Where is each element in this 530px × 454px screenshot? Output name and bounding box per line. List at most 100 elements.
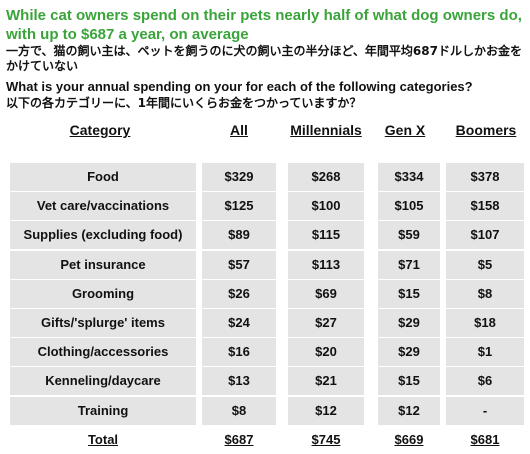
spending-value: $27 (315, 315, 337, 330)
spending-value: $13 (228, 373, 250, 389)
spending-value: $26 (228, 285, 250, 301)
column-header: Gen X (384, 122, 426, 138)
row-background (202, 279, 276, 308)
column-header: Category (69, 122, 131, 138)
category-label: Grooming (71, 285, 135, 301)
row-background (446, 221, 524, 250)
spending-value: $268 (311, 169, 341, 184)
survey-question-japanese: 以下の各カテゴリーに、1年間にいくらお金をつかっていますか？ (6, 96, 362, 110)
row-background (446, 250, 524, 279)
row-background (446, 163, 524, 191)
spending-value: $69 (315, 285, 337, 301)
category-label: Pet insurance (60, 256, 146, 272)
spending-value: $8 (231, 402, 247, 418)
row-background (10, 309, 196, 337)
category-label: Gifts/'splurge' items (41, 315, 165, 330)
category-label: Vet care/vaccinations (36, 198, 170, 214)
row-background (288, 163, 364, 191)
spending-value: $105 (394, 198, 424, 214)
row-background (378, 309, 440, 337)
spending-value: $378 (470, 169, 500, 184)
category-label: Food (87, 169, 119, 184)
row-background (202, 192, 276, 221)
spending-value: - (482, 402, 488, 418)
spending-value: $334 (394, 169, 424, 184)
total-label: Total (87, 431, 119, 447)
spending-value: $115 (311, 227, 341, 243)
row-background (10, 163, 196, 191)
row-background (446, 367, 524, 396)
row-background (202, 221, 276, 250)
column-header: All (230, 122, 248, 138)
row-background (446, 192, 524, 221)
row-background (288, 309, 364, 337)
row-background (378, 279, 440, 308)
spending-value: $329 (224, 169, 254, 184)
spending-value: $57 (228, 256, 250, 272)
row-background (378, 250, 440, 279)
row-background (288, 250, 364, 279)
row-background (202, 163, 276, 191)
row-background (288, 221, 364, 250)
spending-value: $113 (311, 256, 341, 272)
row-background (378, 338, 440, 367)
spending-value: $100 (311, 198, 341, 214)
row-background (378, 367, 440, 396)
row-background (288, 192, 364, 221)
category-label: Kenneling/daycare (45, 373, 161, 389)
row-background (10, 221, 196, 250)
spending-value: $158 (470, 198, 500, 214)
spending-value: $89 (228, 227, 250, 243)
spending-value: $18 (474, 315, 496, 330)
spending-value: $15 (398, 285, 420, 301)
spending-value: $1 (477, 344, 493, 360)
column-header: Boomers (455, 122, 517, 138)
row-background (10, 367, 196, 396)
spending-value: $59 (398, 227, 420, 243)
spending-value: $15 (398, 373, 420, 389)
spending-value: $8 (477, 285, 493, 301)
category-label: Clothing/accessories (37, 344, 169, 360)
row-background (446, 338, 524, 367)
row-background (288, 338, 364, 367)
headline: While cat owners spend on their pets nea… (6, 7, 522, 43)
spending-value: $20 (315, 344, 337, 360)
row-background (202, 367, 276, 396)
row-background (202, 338, 276, 367)
spending-value: $125 (224, 198, 254, 214)
row-background (378, 396, 440, 425)
spending-value: $107 (470, 227, 500, 243)
row-background (202, 396, 276, 425)
category-label: Supplies (excluding food) (23, 227, 183, 243)
total-value: $687 (224, 431, 254, 447)
row-background (288, 367, 364, 396)
total-value: $681 (470, 431, 500, 447)
spending-value: $16 (228, 344, 250, 360)
row-background (202, 250, 276, 279)
spending-value: $12 (315, 402, 337, 418)
row-background (288, 279, 364, 308)
row-background (10, 396, 196, 425)
spending-value: $12 (398, 402, 420, 418)
headline-japanese: 一方で、猫の飼い主は、ペットを飼うのに犬の飼い主の半分ほど、年間平均687ドルし… (6, 44, 522, 73)
row-background (446, 309, 524, 337)
row-background (10, 192, 196, 221)
row-background (10, 250, 196, 279)
row-background (378, 192, 440, 221)
spending-value: $6 (477, 373, 493, 389)
spending-value: $71 (398, 256, 420, 272)
spending-value: $29 (398, 315, 420, 330)
spending-value: $21 (315, 373, 337, 389)
total-value: $745 (311, 431, 341, 447)
row-background (10, 279, 196, 308)
row-background (446, 279, 524, 308)
survey-question: What is your annual spending on your for… (6, 79, 473, 94)
row-background (378, 163, 440, 191)
row-background (446, 396, 524, 425)
spending-value: $29 (398, 344, 420, 360)
column-header: Millennials (290, 122, 362, 138)
row-background (378, 221, 440, 250)
spending-value: $5 (477, 256, 493, 272)
total-value: $669 (394, 431, 424, 447)
row-background (10, 338, 196, 367)
